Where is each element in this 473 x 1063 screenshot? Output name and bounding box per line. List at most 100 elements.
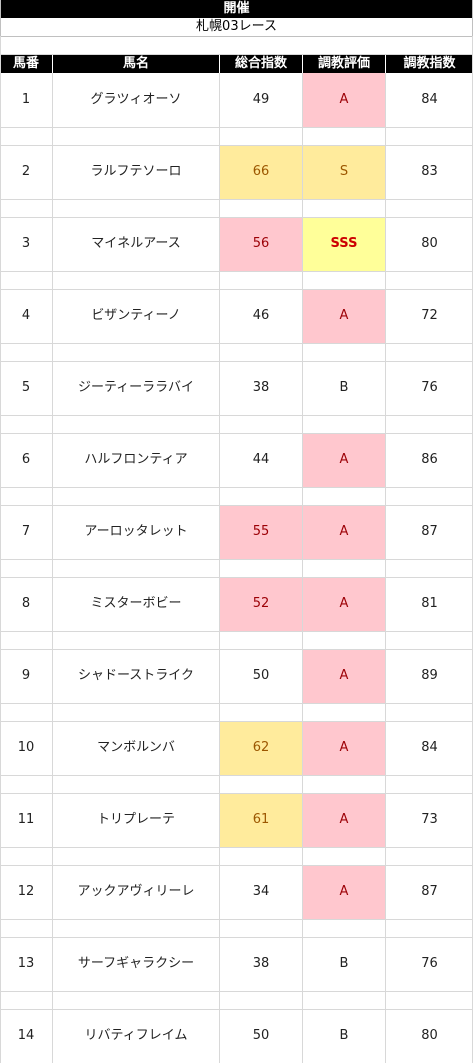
cell-training-index: 87 bbox=[421, 524, 438, 539]
cell-total-index: 38 bbox=[252, 956, 270, 971]
cell-total-index: 46 bbox=[252, 308, 270, 323]
cell-total-index: 66 bbox=[220, 145, 302, 199]
cell-training-eval: A bbox=[303, 73, 385, 127]
cell-training-index: 89 bbox=[421, 668, 438, 683]
cell-total-index: 38 bbox=[252, 380, 270, 395]
cell-number: 2 bbox=[21, 164, 31, 179]
cell-horse-name: ビザンティーノ bbox=[91, 308, 181, 323]
cell-number: 4 bbox=[21, 308, 31, 323]
cell-training-eval: SSS bbox=[303, 217, 385, 271]
cell-horse-name: ジーティーララバイ bbox=[77, 380, 195, 395]
cell-number: 11 bbox=[17, 812, 35, 827]
cell-horse-name: リバティフレイム bbox=[84, 1028, 188, 1043]
column-header-total-index: 総合指数 bbox=[220, 55, 302, 73]
grid-line bbox=[385, 73, 386, 1063]
cell-training-index: 76 bbox=[421, 956, 438, 971]
cell-horse-name: ラルフテソーロ bbox=[90, 164, 182, 179]
grid-line bbox=[302, 73, 303, 1063]
cell-training-index: 81 bbox=[421, 596, 438, 611]
cell-total-index: 50 bbox=[252, 668, 270, 683]
cell-number: 14 bbox=[17, 1028, 35, 1043]
grid-line bbox=[0, 1009, 473, 1010]
cell-training-index: 80 bbox=[421, 1028, 438, 1043]
grid-line bbox=[0, 415, 473, 416]
cell-training-eval: A bbox=[303, 289, 385, 343]
cell-total-index: 55 bbox=[220, 505, 302, 559]
column-header-number: 馬番 bbox=[0, 55, 52, 73]
cell-training-index: 84 bbox=[421, 92, 438, 107]
cell-number: 7 bbox=[21, 524, 31, 539]
cell-training-eval: A bbox=[303, 433, 385, 487]
cell-number: 8 bbox=[21, 596, 31, 611]
grid-line bbox=[219, 73, 220, 1063]
grid-line bbox=[0, 721, 473, 722]
grid-line bbox=[0, 631, 473, 632]
column-header-training-eval: 調教評価 bbox=[303, 55, 385, 73]
cell-horse-name: トリプレーテ bbox=[96, 812, 175, 827]
cell-training-eval: B bbox=[339, 956, 349, 971]
grid-line bbox=[0, 847, 473, 848]
grid-line bbox=[0, 217, 473, 218]
grid-line bbox=[0, 505, 473, 506]
cell-training-index: 84 bbox=[421, 740, 438, 755]
cell-number: 6 bbox=[21, 452, 31, 467]
cell-training-eval: B bbox=[339, 1028, 349, 1043]
cell-number: 3 bbox=[21, 236, 31, 251]
cell-horse-name: シャドーストライク bbox=[77, 668, 195, 683]
cell-horse-name: ハルフロンティア bbox=[84, 452, 188, 467]
grid-line bbox=[52, 73, 53, 1063]
cell-horse-name: アーロッタレット bbox=[84, 524, 188, 539]
cell-training-index: 73 bbox=[421, 812, 438, 827]
cell-training-index: 80 bbox=[421, 236, 438, 251]
cell-training-index: 86 bbox=[421, 452, 438, 467]
column-header-horse-name: 馬名 bbox=[53, 55, 219, 73]
cell-number: 12 bbox=[17, 884, 35, 899]
cell-number: 10 bbox=[17, 740, 35, 755]
column-header-training-index: 調教指数 bbox=[386, 55, 473, 73]
grid-line bbox=[0, 127, 473, 128]
grid-line bbox=[0, 703, 473, 704]
cell-total-index: 62 bbox=[220, 721, 302, 775]
cell-training-index: 83 bbox=[421, 164, 438, 179]
race-name: 札幌03レース bbox=[0, 18, 473, 37]
grid-line bbox=[0, 289, 473, 290]
blank-row bbox=[0, 37, 473, 55]
grid-line bbox=[0, 36, 1, 1063]
cell-total-index: 49 bbox=[252, 92, 270, 107]
grid-line bbox=[0, 199, 473, 200]
cell-training-eval: A bbox=[303, 649, 385, 703]
cell-number: 9 bbox=[21, 668, 31, 683]
grid-line bbox=[0, 865, 473, 866]
cell-training-index: 76 bbox=[421, 380, 438, 395]
cell-horse-name: サーフギャラクシー bbox=[77, 956, 195, 971]
grid-line bbox=[0, 433, 473, 434]
grid-line bbox=[0, 793, 473, 794]
grid-line bbox=[0, 271, 473, 272]
cell-horse-name: ミスターボビー bbox=[90, 596, 182, 611]
cell-training-eval: A bbox=[303, 793, 385, 847]
cell-total-index: 61 bbox=[220, 793, 302, 847]
cell-training-eval: B bbox=[339, 380, 349, 395]
cell-training-index: 87 bbox=[421, 884, 438, 899]
cell-total-index: 56 bbox=[220, 217, 302, 271]
grid-line bbox=[0, 361, 473, 362]
grid-line bbox=[0, 775, 473, 776]
cell-training-eval: A bbox=[303, 505, 385, 559]
cell-total-index: 44 bbox=[252, 452, 270, 467]
grid-line bbox=[0, 577, 473, 578]
grid-line bbox=[0, 919, 473, 920]
cell-training-eval: S bbox=[303, 145, 385, 199]
grid-line bbox=[0, 54, 473, 55]
grid-line bbox=[0, 145, 473, 146]
cell-training-eval: A bbox=[303, 721, 385, 775]
cell-total-index: 50 bbox=[252, 1028, 270, 1043]
cell-horse-name: マイネルアース bbox=[91, 236, 181, 251]
cell-total-index: 52 bbox=[220, 577, 302, 631]
grid-line bbox=[0, 991, 473, 992]
cell-horse-name: アックアヴィリーレ bbox=[77, 884, 195, 899]
cell-training-eval: A bbox=[303, 577, 385, 631]
grid-line bbox=[0, 559, 473, 560]
sheet-title: 開催 bbox=[0, 0, 473, 18]
grid-line bbox=[0, 937, 473, 938]
